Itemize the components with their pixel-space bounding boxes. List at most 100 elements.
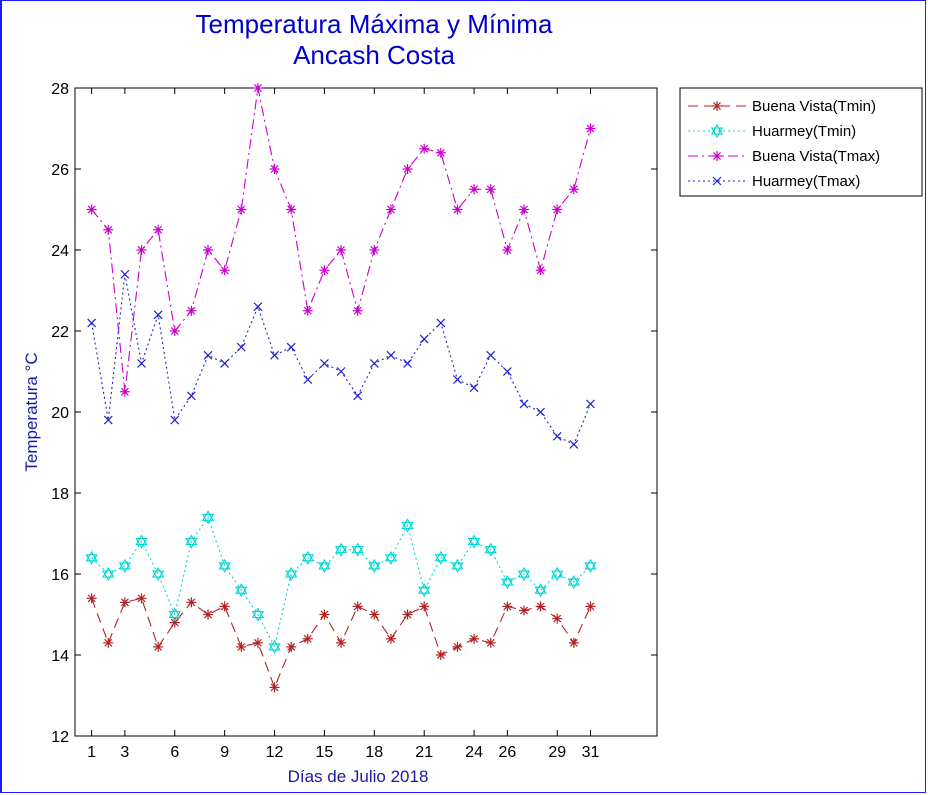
data-point [336,637,347,648]
data-point [269,164,280,174]
data-point [86,204,97,215]
data-point [418,583,431,598]
data-point [218,558,231,574]
y-tick-label: 14 [51,648,69,665]
data-point [501,574,514,590]
data-point [102,566,115,582]
y-tick-label: 28 [51,81,69,98]
data-point [385,204,396,215]
y-tick-label: 16 [51,567,69,584]
data-point [402,164,413,174]
data-point [286,641,297,652]
data-point [419,334,429,344]
data-point [153,310,163,320]
data-point [535,601,546,612]
x-tick-label: 6 [170,744,179,761]
y-tick-label: 26 [51,162,69,179]
series-3 [87,269,595,449]
legend-item: Buena Vista(Tmin) [688,98,876,115]
data-point [552,204,563,215]
data-point [452,641,463,652]
data-point [453,375,462,385]
data-point [286,342,296,352]
data-point [87,318,97,328]
data-point [334,542,348,557]
data-point [203,609,214,620]
data-point [336,367,346,376]
legend-label: Buena Vista(Tmin) [752,98,876,115]
data-point [467,534,481,549]
data-point [319,265,330,276]
data-point [385,633,396,644]
data-point [401,518,414,533]
data-point [434,550,447,565]
data-point [435,650,446,660]
data-point [552,613,563,624]
legend-label: Buena Vista(Tmax) [752,148,880,165]
data-point [585,601,596,612]
data-point [584,558,597,574]
x-axis: 1 3 6 9 12 15 18 21 24 26 29 31 [87,88,599,761]
data-point [502,245,513,255]
data-point [485,184,496,195]
series-0 [86,593,596,693]
data-point [186,597,197,608]
data-point [201,510,215,525]
data-point [519,399,529,409]
data-point [169,617,180,628]
x-tick-label: 15 [316,744,334,761]
data-point [452,204,463,215]
data-point [236,641,247,652]
data-point [270,350,279,360]
data-point [85,550,98,565]
y-axis-label: Temperatura °C [22,352,41,471]
data-point [517,566,531,582]
data-point [235,583,248,598]
data-point [136,593,147,604]
data-point [469,383,479,393]
data-point [352,305,363,316]
data-point [168,607,181,622]
data-point [486,350,496,360]
data-point [86,593,97,604]
data-point [320,358,329,368]
x-tick-label: 26 [498,744,516,761]
data-point [369,358,379,368]
data-point [518,605,529,616]
y-tick-label: 20 [51,405,69,422]
data-point [252,83,263,93]
data-point [203,350,213,360]
legend-item: Buena Vista(Tmax) [688,148,880,165]
data-point [484,542,497,557]
data-point [301,550,314,565]
x-tick-label: 12 [266,744,284,761]
data-point [251,607,265,622]
x-tick-label: 9 [220,744,229,761]
data-point [303,375,313,385]
chart-subtitle: Ancash Costa [293,40,455,70]
data-point [469,633,480,644]
data-point [568,637,579,648]
data-point [552,431,562,441]
data-point [103,224,114,235]
data-point [518,204,529,215]
data-point [119,597,130,608]
data-point [534,583,547,598]
legend-marker [712,176,722,186]
data-point [318,558,331,574]
plot-area [74,87,658,737]
data-point [252,637,263,648]
legend-label: Huarmey(Tmax) [752,173,860,190]
series-layer [85,83,597,693]
data-point [403,358,412,368]
legend-item: Huarmey(Tmax) [688,173,860,190]
data-point [351,542,364,557]
data-point [286,204,297,215]
data-point [136,245,147,255]
data-point [568,184,579,195]
data-point [153,641,164,652]
x-tick-label: 3 [120,744,129,761]
data-point [236,204,247,215]
data-point [170,415,180,425]
x-tick-label: 21 [415,744,433,761]
